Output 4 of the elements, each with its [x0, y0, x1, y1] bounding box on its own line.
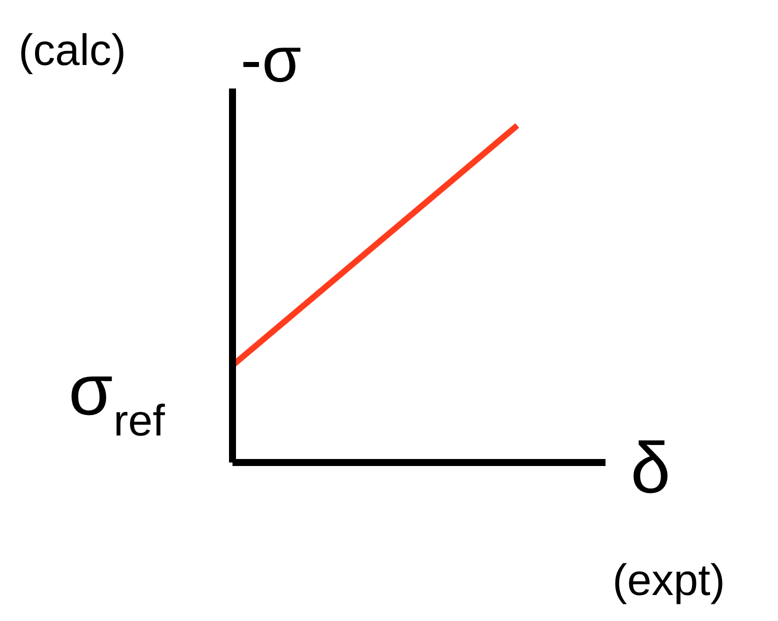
- text: (expt): [612, 556, 725, 605]
- x-axis-title: δ: [630, 428, 671, 508]
- y-axis-title: -σ: [240, 24, 302, 96]
- text: (calc): [18, 26, 126, 75]
